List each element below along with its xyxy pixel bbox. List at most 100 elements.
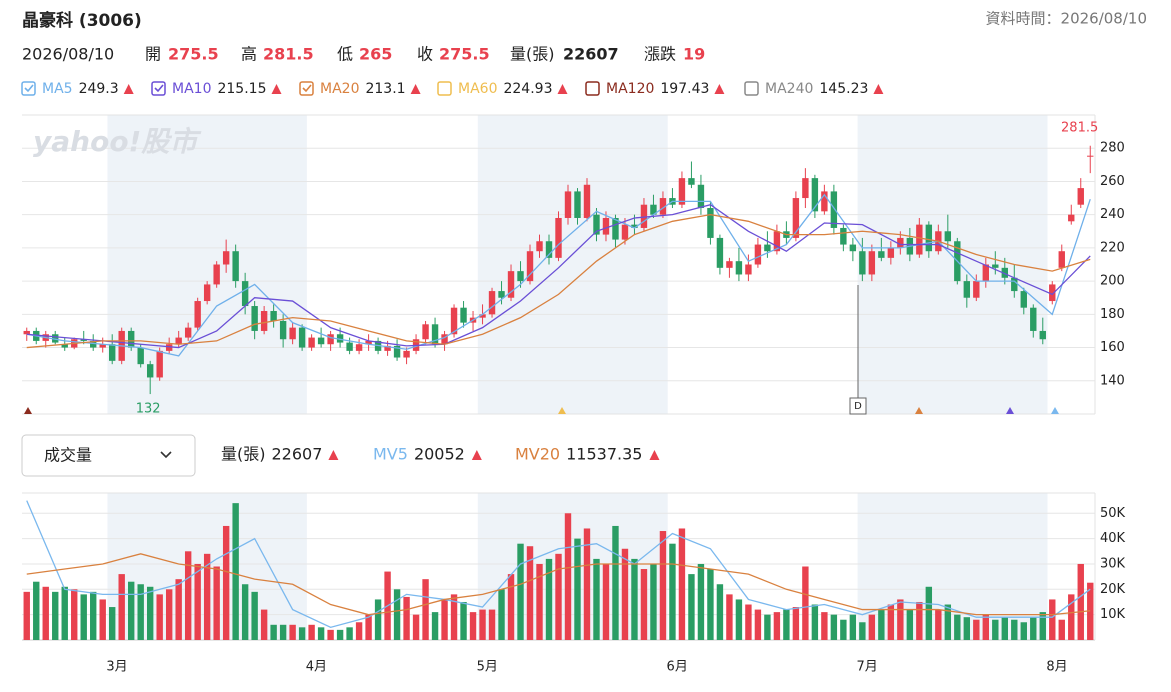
volume-bar xyxy=(583,528,591,640)
ma-checkbox[interactable] xyxy=(585,81,600,96)
candle-body xyxy=(1020,291,1027,308)
volume-bar xyxy=(479,609,486,640)
volume-bar xyxy=(460,601,467,640)
volume-bar xyxy=(564,513,572,640)
y-tick-label: 220 xyxy=(1100,240,1125,255)
event-marker xyxy=(1051,407,1059,414)
volume-bar xyxy=(422,579,429,640)
volume-bar xyxy=(127,581,135,640)
volume-bar xyxy=(545,558,553,640)
candle-body xyxy=(754,244,762,265)
candle-body xyxy=(707,208,714,238)
quote-date: 2026/08/10 xyxy=(22,45,114,64)
dropdown-chevron xyxy=(160,451,172,459)
candle-body xyxy=(1068,214,1075,222)
checkmark xyxy=(154,84,164,93)
quote-label: 低 xyxy=(337,45,353,64)
candle-body xyxy=(612,217,619,240)
mv-name: MV5 xyxy=(373,445,408,464)
candle-body xyxy=(1039,330,1046,340)
candle-body xyxy=(716,237,724,268)
volume-bar xyxy=(878,609,885,640)
ma-checkbox[interactable] xyxy=(744,81,759,96)
volume-bar xyxy=(593,558,600,640)
volume-bar xyxy=(735,599,743,640)
candle-body xyxy=(279,320,287,340)
candle-body xyxy=(887,247,895,258)
volume-bar xyxy=(650,563,657,640)
candle-body xyxy=(23,330,30,335)
candle-body xyxy=(365,340,372,345)
volume-bar xyxy=(355,622,363,640)
volume-bar xyxy=(631,558,638,640)
title: 晶豪科 (3006) xyxy=(22,10,142,31)
up-arrow xyxy=(649,450,660,460)
candle-body xyxy=(507,271,515,298)
ma-name: MA5 xyxy=(42,81,73,97)
up-arrow xyxy=(328,450,339,460)
candle-body xyxy=(678,178,686,205)
candle-body xyxy=(659,198,667,215)
average-line xyxy=(26,193,1091,357)
mv-name: MV20 xyxy=(515,445,560,464)
average-line xyxy=(26,553,1091,616)
y-tick-label: 260 xyxy=(1100,174,1125,189)
ma-value: 197.43 xyxy=(660,81,709,97)
backgrounds xyxy=(22,114,1096,641)
volume-bar xyxy=(251,591,258,640)
candle-body xyxy=(735,261,743,275)
candle-body xyxy=(355,344,363,351)
candle-body xyxy=(650,204,657,215)
volume-bar xyxy=(935,609,942,640)
volume-bar xyxy=(716,584,724,640)
candle-body xyxy=(422,324,429,340)
volume-dropdown[interactable] xyxy=(21,434,196,477)
x-tick-label: 5月 xyxy=(477,660,498,675)
candle-body xyxy=(184,327,192,338)
up-arrow xyxy=(471,450,482,460)
candle-body xyxy=(840,227,847,245)
candle-body xyxy=(260,311,268,331)
candle-body xyxy=(251,306,258,331)
ma-value: 213.1 xyxy=(365,81,405,97)
candle-body xyxy=(745,264,752,275)
candle-body xyxy=(479,314,486,318)
volume-bar xyxy=(298,627,306,640)
ma-name: MA120 xyxy=(606,81,654,97)
volume-bar xyxy=(640,569,648,640)
checkmark xyxy=(302,84,312,93)
y-tick-label: 280 xyxy=(1100,141,1125,156)
candle-body xyxy=(241,281,249,307)
volume-bar xyxy=(992,619,999,640)
x-tick-label: 4月 xyxy=(306,660,327,675)
candle-body xyxy=(982,264,990,282)
ma-checkbox[interactable] xyxy=(299,81,314,96)
volume-bar xyxy=(393,589,401,640)
volume-bar xyxy=(165,589,173,640)
volume-bar xyxy=(365,614,372,640)
quote-value: 281.5 xyxy=(263,45,314,64)
ma-name: MA10 xyxy=(172,81,211,97)
volume-bar xyxy=(222,525,230,640)
candle-body xyxy=(536,241,543,252)
volume-bar xyxy=(203,553,211,640)
ma-checkbox[interactable] xyxy=(437,81,452,96)
up-arrow xyxy=(271,84,282,94)
candle-body xyxy=(289,327,296,340)
candle-body xyxy=(298,327,306,348)
ma-checkbox[interactable] xyxy=(21,81,36,96)
candle-body xyxy=(1049,284,1056,302)
candle-body xyxy=(517,271,524,282)
volume-bar xyxy=(688,574,695,640)
volume-bar xyxy=(707,569,714,640)
up-arrow xyxy=(557,84,568,94)
volume-bar xyxy=(916,601,923,640)
volume-bar xyxy=(232,503,239,640)
volume-bar xyxy=(536,563,543,640)
volume-legend-label: 量(張) xyxy=(221,445,266,464)
ma-checkbox[interactable] xyxy=(151,81,166,96)
candle-body xyxy=(640,204,648,228)
volume-bar xyxy=(792,607,800,640)
candle-body xyxy=(574,191,581,218)
